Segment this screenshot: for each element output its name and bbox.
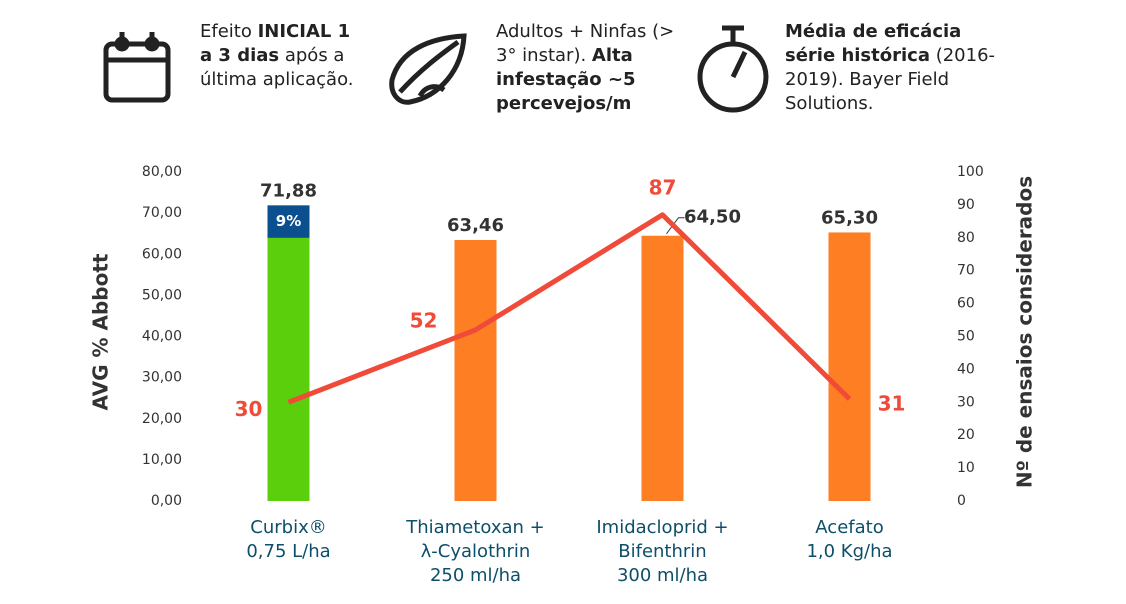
x-tick-label: λ-Cyalothrin xyxy=(421,541,531,562)
y-tick-label: 40,00 xyxy=(142,329,182,345)
header-text: Adultos + Ninfas (> 3° instar). xyxy=(496,21,675,66)
bar-value-label: 64,50 xyxy=(684,207,741,228)
bar xyxy=(641,235,684,501)
stopwatch-icon xyxy=(697,25,769,113)
line xyxy=(287,212,852,405)
y-axis-title: AVG % Abbott xyxy=(89,253,113,410)
y-tick-label: 70,00 xyxy=(142,205,182,221)
y-tick-label: 60,00 xyxy=(142,246,182,262)
y2-tick-label: 90 xyxy=(957,197,975,213)
y-tick-label: 50,00 xyxy=(142,287,182,303)
y-tick-label: 0,00 xyxy=(151,493,182,509)
x-tick-label: 0,75 L/ha xyxy=(246,541,330,562)
header-item: Média de eficácia série histórica (2016-… xyxy=(785,20,1000,116)
y-tick-label: 20,00 xyxy=(142,411,182,427)
x-tick-label: Acefato xyxy=(815,517,883,538)
y2-tick-label: 100 xyxy=(957,164,984,180)
y2-tick-label: 70 xyxy=(957,263,975,279)
bar xyxy=(454,240,497,501)
y-tick-label: 80,00 xyxy=(142,164,182,180)
header-text: Média de eficácia série histórica xyxy=(785,21,962,66)
bar-value-label: 63,46 xyxy=(447,215,504,236)
line-value-label: 31 xyxy=(878,392,906,416)
x-tick-label: Bifenthrin xyxy=(618,541,706,562)
gain-segment xyxy=(267,205,310,238)
x-tick-label: Thiametoxan + xyxy=(405,517,544,538)
header-text: INICIAL 1 a 3 dias xyxy=(200,21,351,66)
x-tick-label: Curbix® xyxy=(250,517,326,538)
y2-tick-label: 60 xyxy=(957,296,975,312)
leader-line xyxy=(666,217,685,235)
x-tick-label: 250 ml/ha xyxy=(430,565,521,586)
line-value-label: 52 xyxy=(410,308,438,332)
x-tick-label: 300 ml/ha xyxy=(617,565,708,586)
bar-value-label: 65,30 xyxy=(821,207,878,228)
x-tick-label: 1,0 Kg/ha xyxy=(806,541,892,562)
leaf-icon xyxy=(389,33,467,105)
y2-tick-label: 30 xyxy=(957,394,975,410)
gain-label: 9% xyxy=(276,212,301,230)
bar xyxy=(267,205,310,501)
line-value-label: 87 xyxy=(649,175,677,199)
calendar-icon xyxy=(103,32,171,103)
y2-tick-label: 40 xyxy=(957,361,975,377)
y-tick-label: 30,00 xyxy=(142,370,182,386)
bar-value-label: 71,88 xyxy=(260,180,317,201)
y2-tick-label: 0 xyxy=(957,493,966,509)
header-text: Alta infestação ~5 percevejos/m xyxy=(496,45,636,114)
y2-tick-label: 80 xyxy=(957,230,975,246)
header-item: Adultos + Ninfas (> 3° instar). Alta inf… xyxy=(496,20,681,116)
header-item: Efeito INICIAL 1 a 3 dias após a última … xyxy=(200,20,360,92)
line-value-label: 30 xyxy=(235,397,263,421)
y-tick-label: 10,00 xyxy=(142,452,182,468)
header-text: Efeito xyxy=(200,21,258,42)
bar xyxy=(828,232,871,502)
header-text: (2016-2019). Bayer Field Solutions. xyxy=(785,45,996,114)
x-tick-label: Imidacloprid + xyxy=(596,517,728,538)
y2-tick-label: 50 xyxy=(957,329,975,345)
header-text: após a última aplicação. xyxy=(200,45,354,90)
y2-tick-label: 10 xyxy=(957,460,975,476)
y2-axis-title: Nº de ensaios considerados xyxy=(1013,176,1037,488)
y2-tick-label: 20 xyxy=(957,427,975,443)
